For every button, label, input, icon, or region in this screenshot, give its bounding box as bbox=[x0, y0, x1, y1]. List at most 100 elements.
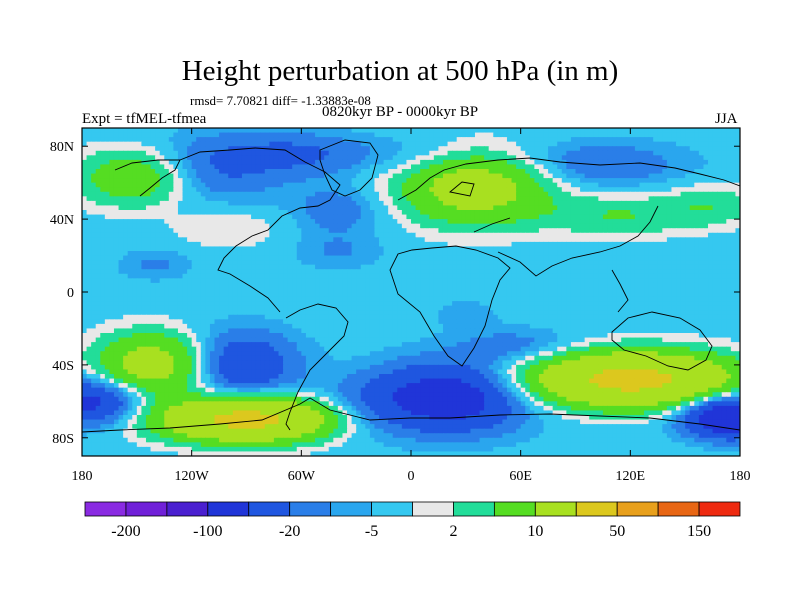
field-cell bbox=[388, 219, 394, 225]
field-cell bbox=[383, 255, 389, 261]
field-cell bbox=[657, 246, 663, 252]
field-cell bbox=[392, 196, 398, 202]
field-cell bbox=[452, 182, 458, 188]
field-cell bbox=[173, 278, 179, 284]
field-cell bbox=[566, 128, 572, 134]
field-cell bbox=[680, 132, 686, 138]
field-cell bbox=[104, 182, 111, 188]
field-cell bbox=[557, 187, 563, 193]
field-cell bbox=[589, 132, 595, 138]
field-cell bbox=[456, 178, 462, 184]
field-cell bbox=[726, 237, 732, 243]
field-cell bbox=[680, 196, 686, 202]
field-cell bbox=[118, 155, 124, 161]
field-cell bbox=[333, 137, 339, 143]
field-cell bbox=[424, 282, 430, 289]
field-cell bbox=[589, 264, 595, 270]
field-cell bbox=[173, 132, 179, 138]
field-cell bbox=[452, 210, 458, 216]
field-cell bbox=[406, 196, 412, 202]
field-cell bbox=[365, 187, 371, 193]
field-cell bbox=[278, 164, 284, 170]
field-cell bbox=[109, 260, 115, 266]
field-cell bbox=[360, 150, 366, 156]
field-cell bbox=[511, 282, 517, 289]
field-cell bbox=[223, 278, 229, 284]
field-cell bbox=[411, 255, 417, 261]
field-cell bbox=[438, 132, 444, 138]
field-cell bbox=[612, 150, 618, 156]
field-cell bbox=[155, 269, 161, 275]
field-cell bbox=[689, 237, 695, 243]
field-cell bbox=[689, 260, 695, 266]
field-cell bbox=[374, 210, 380, 216]
field-cell bbox=[127, 132, 133, 138]
field-cell bbox=[621, 264, 627, 270]
field-cell bbox=[187, 273, 193, 279]
field-cell bbox=[113, 196, 120, 202]
field-cell bbox=[735, 159, 740, 166]
field-cell bbox=[525, 264, 531, 270]
field-cell bbox=[273, 255, 280, 261]
field-cell bbox=[324, 210, 330, 216]
field-cell bbox=[369, 155, 376, 161]
field-cell bbox=[488, 232, 494, 238]
field-cell bbox=[415, 241, 421, 248]
field-cell bbox=[648, 159, 654, 166]
field-cell bbox=[347, 232, 353, 238]
field-cell bbox=[598, 178, 604, 184]
field-cell bbox=[516, 196, 522, 202]
field-cell bbox=[228, 241, 234, 248]
field-cell bbox=[379, 191, 385, 197]
field-cell bbox=[411, 251, 417, 257]
field-cell bbox=[82, 273, 88, 279]
field-cell bbox=[150, 273, 156, 279]
field-cell bbox=[200, 214, 206, 220]
field-cell bbox=[182, 269, 188, 275]
field-cell bbox=[470, 200, 476, 207]
field-cell bbox=[214, 278, 220, 284]
field-cell bbox=[292, 223, 298, 229]
field-cell bbox=[698, 260, 705, 266]
field-cell bbox=[429, 155, 435, 161]
field-cell bbox=[616, 273, 622, 279]
field-cell bbox=[86, 182, 92, 188]
field-cell bbox=[461, 159, 467, 166]
field-cell bbox=[730, 159, 737, 166]
field-cell bbox=[118, 187, 124, 193]
field-cell bbox=[474, 237, 481, 243]
field-cell bbox=[621, 228, 627, 234]
field-cell bbox=[676, 191, 682, 197]
field-cell bbox=[593, 191, 599, 197]
field-cell bbox=[735, 260, 740, 266]
field-cell bbox=[420, 173, 426, 179]
field-cell bbox=[447, 164, 453, 170]
field-cell bbox=[557, 173, 563, 179]
field-cell bbox=[337, 132, 344, 138]
field-cell bbox=[411, 159, 417, 166]
field-cell bbox=[237, 282, 243, 289]
field-cell bbox=[168, 223, 174, 229]
field-cell bbox=[141, 191, 147, 197]
field-cell bbox=[447, 182, 453, 188]
field-cell bbox=[95, 137, 101, 143]
field-cell bbox=[639, 137, 645, 143]
field-cell bbox=[168, 187, 174, 193]
field-cell bbox=[360, 137, 366, 143]
field-cell bbox=[273, 278, 280, 284]
field-cell bbox=[246, 169, 252, 175]
field-cell bbox=[182, 255, 188, 261]
field-cell bbox=[721, 237, 727, 243]
field-cell bbox=[447, 178, 453, 184]
field-cell bbox=[219, 214, 225, 220]
field-cell bbox=[621, 273, 627, 279]
field-cell bbox=[383, 210, 389, 216]
field-cell bbox=[676, 187, 682, 193]
field-cell bbox=[269, 219, 275, 225]
field-cell bbox=[612, 255, 618, 261]
field-cell bbox=[260, 155, 266, 161]
field-cell bbox=[388, 210, 394, 216]
field-cell bbox=[438, 178, 444, 184]
field-cell bbox=[529, 205, 535, 211]
field-cell bbox=[209, 269, 216, 275]
